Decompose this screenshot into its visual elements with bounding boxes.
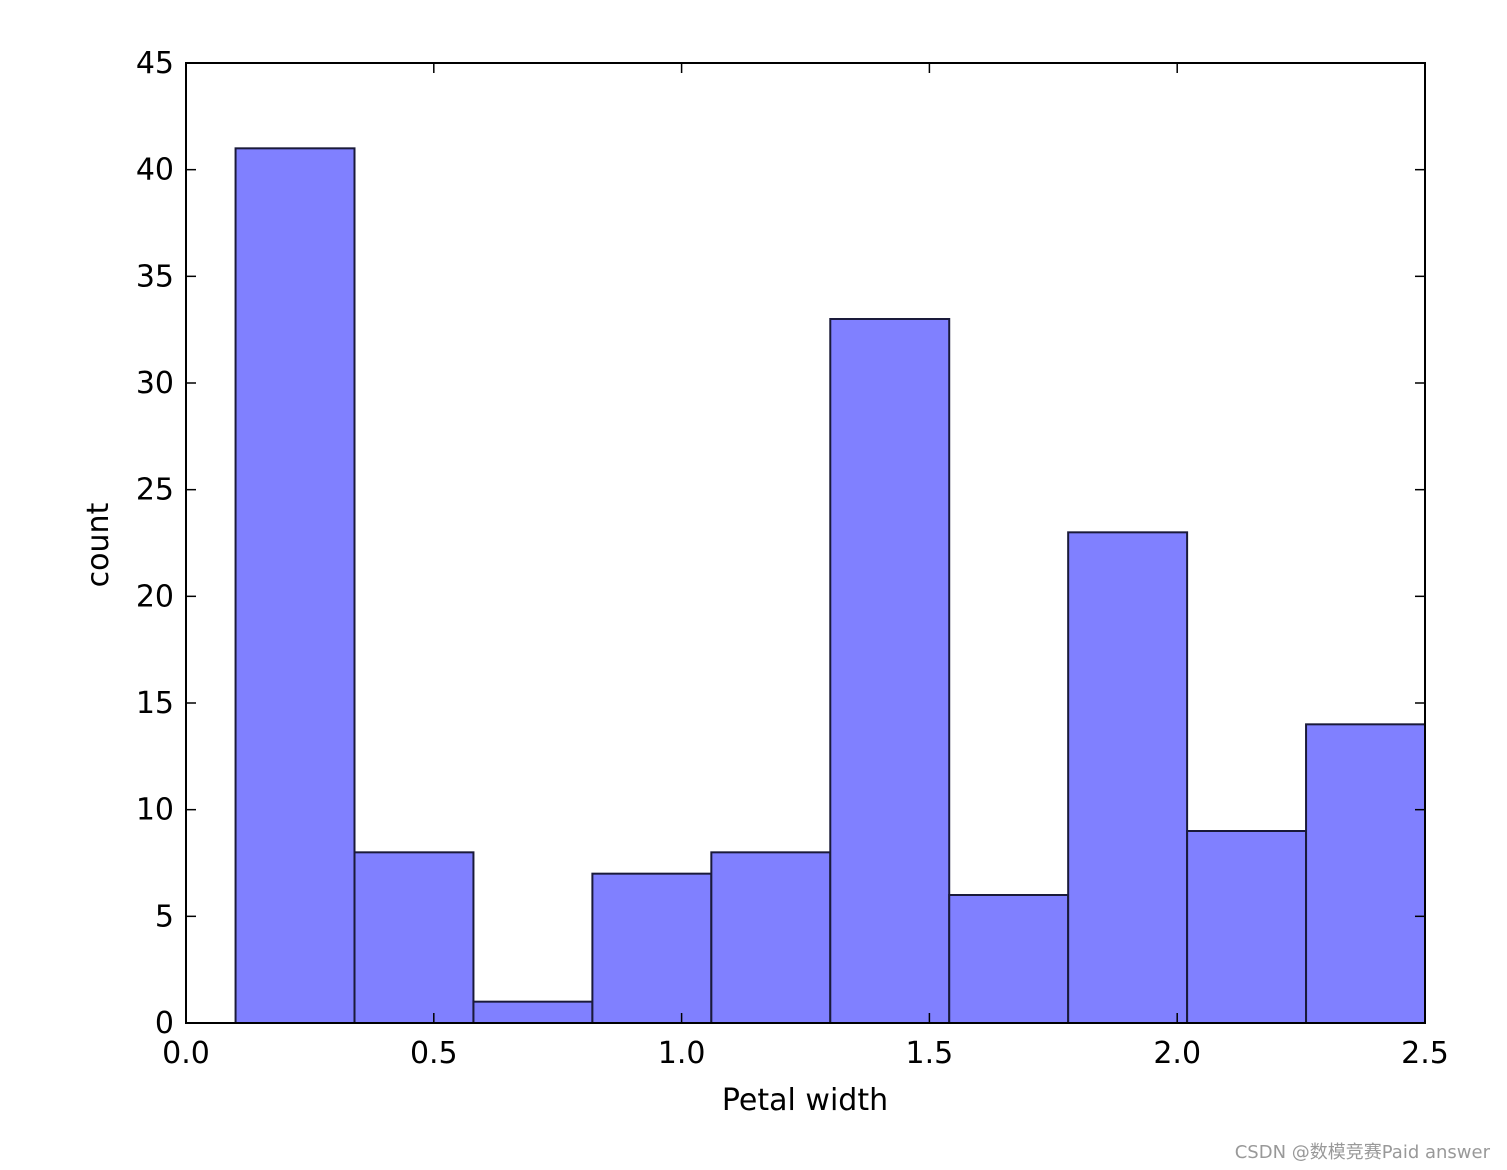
bar	[472, 1000, 594, 1025]
bar	[710, 851, 832, 1024]
bar	[948, 894, 1070, 1024]
watermark: CSDN @数模竞赛Paid answer	[1235, 1142, 1491, 1163]
y-tick-label: 15	[136, 686, 174, 721]
bar	[353, 851, 475, 1024]
bar	[1305, 723, 1427, 1024]
y-tick-label: 0	[155, 1006, 174, 1041]
y-tick-label: 40	[136, 153, 174, 188]
y-axis-label: count	[81, 502, 116, 587]
y-tick-label: 25	[136, 473, 174, 508]
x-tick-label: 0.0	[162, 1036, 210, 1071]
y-tick-label: 45	[136, 46, 174, 81]
plot-frame	[185, 62, 1426, 1024]
x-tick-label: 1.0	[658, 1036, 706, 1071]
bar	[591, 872, 713, 1025]
x-tick-label: 2.0	[1153, 1036, 1201, 1071]
y-tick-label: 5	[155, 899, 174, 934]
bar	[234, 147, 356, 1025]
x-tick-label: 2.5	[1401, 1036, 1449, 1071]
bar	[1186, 830, 1308, 1024]
y-tick-label: 30	[136, 366, 174, 401]
bar	[829, 318, 951, 1024]
y-tick-label: 10	[136, 793, 174, 828]
x-tick-label: 1.5	[906, 1036, 954, 1071]
bar	[1067, 531, 1189, 1024]
x-axis-label: Petal width	[722, 1083, 888, 1118]
y-tick-label: 20	[136, 579, 174, 614]
x-tick-label: 0.5	[410, 1036, 458, 1071]
y-tick-label: 35	[136, 259, 174, 294]
